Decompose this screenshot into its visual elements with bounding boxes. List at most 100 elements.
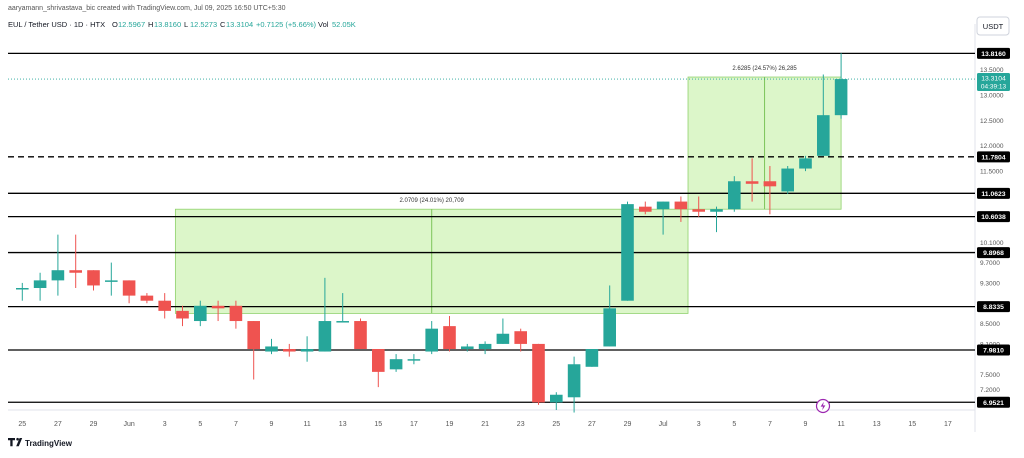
currency-label[interactable]: USDT (983, 22, 1004, 31)
level-price-badge (977, 187, 1010, 199)
event-flag-icon[interactable] (815, 398, 831, 414)
candle-body[interactable] (461, 346, 474, 349)
candle-body[interactable] (33, 280, 47, 288)
candle-body[interactable] (87, 270, 100, 286)
time-tick-label: 23 (517, 421, 525, 428)
candle-body[interactable] (799, 158, 812, 169)
candle-body[interactable] (603, 308, 616, 347)
ohlc-values: O 12.5967 H 13.8160 L 12.5273 C 13.3104 (112, 20, 253, 29)
volume-label: Vol (318, 20, 329, 29)
candle-body[interactable] (834, 79, 848, 116)
level-price-label: 6.9521 (983, 400, 1004, 407)
level-price-badge (977, 211, 1010, 223)
candle-body[interactable] (674, 201, 688, 210)
candle-body[interactable] (158, 300, 171, 311)
change-value: +0.7125 (+5.66%) (256, 20, 317, 29)
level-price-badge (977, 47, 1010, 59)
candle-body[interactable] (176, 310, 189, 319)
price-tick-label: 13.0000 (980, 92, 1004, 99)
time-tick-label: 25 (18, 421, 26, 428)
level-price-label: 13.8160 (981, 51, 1006, 58)
currency-button[interactable] (976, 16, 1010, 36)
time-tick-label: 21 (481, 421, 489, 428)
candle-body[interactable] (211, 305, 225, 309)
time-axis: 25 27 29 Jun 3 5 7 9 11 13 15 17 19 21 23 25 27 29 Jul 3 5 7 9… (18, 421, 951, 428)
bar-countdown: 04:39:13 (981, 84, 1007, 91)
time-tick-label: 17 (410, 421, 418, 428)
candle-body[interactable] (425, 328, 438, 352)
time-tick-label: 13 (873, 421, 881, 428)
candle-body[interactable] (140, 295, 154, 301)
candle-body[interactable] (265, 346, 278, 352)
ohlc-key: H (148, 20, 153, 29)
candle-body[interactable] (443, 326, 456, 349)
candle-body[interactable] (122, 280, 136, 296)
candle-body[interactable] (105, 280, 118, 282)
ohlc-value: 13.3104 (226, 20, 253, 29)
candle-body[interactable] (692, 209, 705, 212)
tv-logo-icon (8, 437, 23, 447)
candle-body[interactable] (567, 364, 581, 398)
candle-body[interactable] (389, 359, 403, 370)
candle-body[interactable] (336, 321, 349, 323)
level-price-badge (977, 247, 1010, 259)
candle-body[interactable] (514, 331, 527, 344)
time-tick-label: 9 (270, 421, 274, 428)
level-price-label: 8.8335 (983, 304, 1004, 311)
level-price-label: 11.0623 (981, 191, 1005, 198)
range-boxes: 2.0709 (24.01%) 20,709 2.6285 (24.57%) 26… (174, 66, 842, 314)
time-tick-label: 25 (552, 421, 560, 428)
candle-body[interactable] (817, 115, 830, 156)
symbol-line: EUL / Tether USD · 1D · HTX O 12.5967 H 13.… (8, 20, 356, 29)
last-price-value: 13.3104 (981, 76, 1006, 83)
candle-body[interactable] (69, 270, 82, 273)
candle-body[interactable] (407, 359, 421, 361)
time-tick-label: 13 (339, 421, 347, 428)
level-price-badge (977, 301, 1010, 313)
candle-body[interactable] (781, 168, 794, 192)
candle-body[interactable] (656, 201, 670, 210)
time-tick-label: 29 (624, 421, 632, 428)
price-tick-label: 12.5000 (980, 118, 1004, 125)
candle-body[interactable] (763, 181, 777, 187)
level-price-badge (977, 344, 1010, 356)
candle-body[interactable] (283, 349, 296, 352)
price-axis: 13.5000 13.0000 12.5000 12.0000 11.5000 10.10… (8, 47, 1010, 408)
candle-body[interactable] (728, 181, 741, 210)
ohlc-value: 13.8160 (154, 20, 181, 29)
time-tick-label: 3 (163, 421, 167, 428)
ohlc-key: O (112, 20, 118, 29)
ohlc-value: 12.5967 (118, 20, 145, 29)
candle-body[interactable] (585, 349, 599, 367)
candle-body[interactable] (550, 394, 563, 403)
level-lines (8, 52, 975, 403)
candle-body[interactable] (496, 333, 510, 344)
candle-body[interactable] (532, 343, 545, 403)
candle-body[interactable] (372, 349, 385, 372)
candle-body[interactable] (710, 209, 723, 212)
time-tick-label: 11 (837, 421, 844, 428)
candle-body[interactable] (229, 305, 243, 322)
range-label: 2.0709 (24.01%) 20,709 (400, 198, 465, 204)
candle-body[interactable] (639, 206, 652, 212)
time-tick-label: 19 (446, 421, 454, 428)
candle-body[interactable] (300, 349, 314, 352)
candle-body[interactable] (621, 204, 634, 301)
candle-body[interactable] (318, 321, 332, 352)
candle-body[interactable] (194, 305, 207, 322)
time-tick-label: 3 (697, 421, 701, 428)
candle-body[interactable] (51, 270, 65, 281)
candle-body[interactable] (745, 181, 759, 184)
candle-body[interactable] (247, 321, 260, 349)
candle-body[interactable] (354, 321, 367, 349)
time-tick-label: 5 (198, 421, 202, 428)
time-tick-label: Jun (123, 421, 134, 428)
candle-body[interactable] (478, 343, 492, 349)
time-tick-label: 17 (944, 421, 952, 428)
candle-body[interactable] (16, 288, 29, 290)
time-tick-label: 29 (90, 421, 98, 428)
ohlc-key: L (184, 20, 188, 29)
time-tick-label: 27 (588, 421, 596, 428)
price-tick-label: 11.5000 (980, 169, 1003, 176)
